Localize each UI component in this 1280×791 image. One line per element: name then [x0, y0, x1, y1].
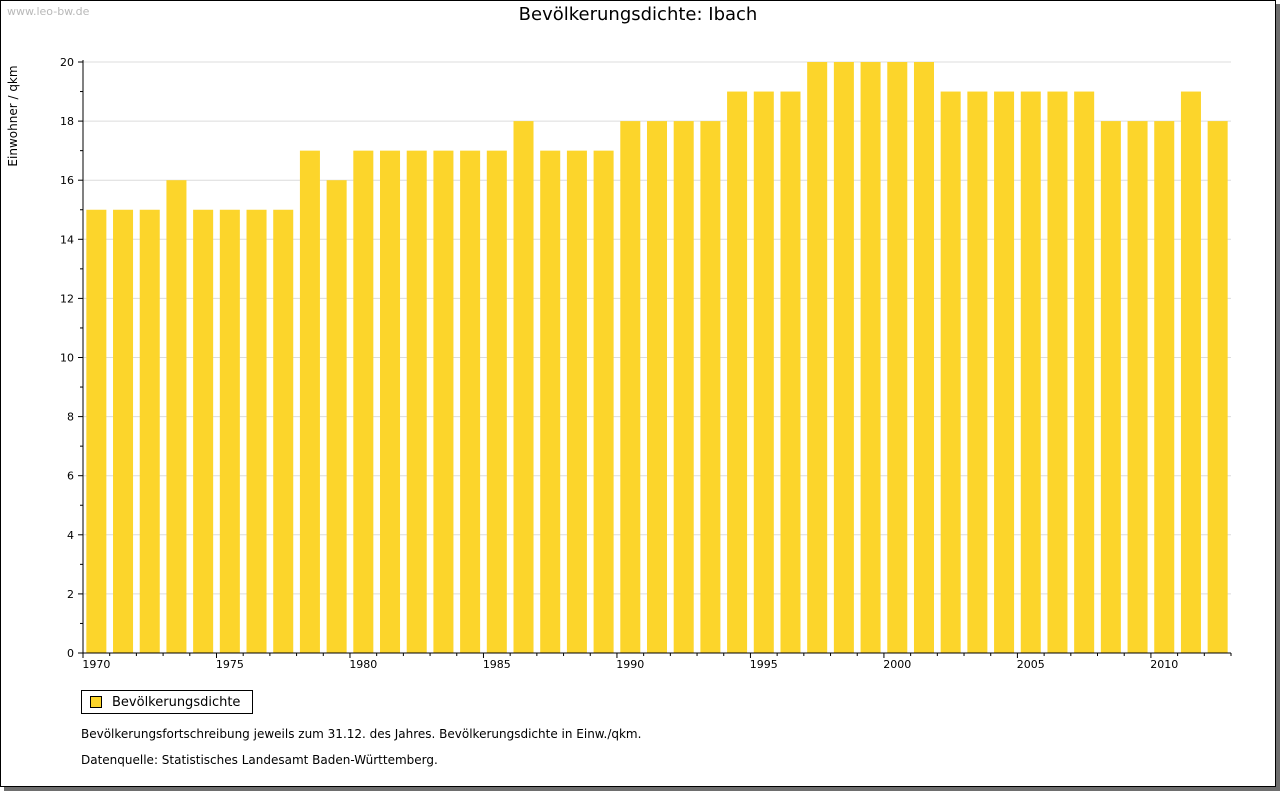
bar-1991 [646, 121, 668, 654]
bar-1986 [513, 121, 534, 654]
y-tick-label: 8 [67, 411, 74, 424]
x-tick-label: 1990 [616, 658, 644, 671]
bar-2008 [1100, 121, 1121, 654]
watermark: www.leo-bw.de [7, 5, 90, 18]
x-tick-label: 1970 [82, 658, 110, 671]
bar-1972 [139, 209, 160, 653]
y-tick-label: 18 [60, 115, 74, 128]
bar-1987 [540, 150, 561, 653]
bar-1999 [860, 62, 881, 653]
bar-1975 [219, 209, 240, 653]
bar-2003 [967, 91, 988, 654]
bar-1970 [86, 209, 107, 653]
bar-1984 [460, 150, 481, 653]
bar-1989 [593, 150, 614, 653]
bar-1973 [166, 180, 187, 653]
x-tick-label: 1975 [216, 658, 244, 671]
bar-1993 [700, 121, 721, 654]
y-tick-label: 4 [67, 529, 74, 542]
bar-1990 [620, 121, 641, 654]
bar-1979 [326, 180, 347, 653]
y-tick-label: 0 [67, 647, 74, 660]
y-tick-label: 20 [60, 56, 74, 69]
bar-2004 [994, 91, 1015, 654]
x-tick-label: 1995 [750, 658, 778, 671]
bar-2009 [1127, 121, 1148, 654]
x-tick-label: 1980 [349, 658, 377, 671]
bar-1997 [807, 62, 828, 653]
bar-2012 [1207, 121, 1228, 654]
y-tick-label: 12 [60, 292, 74, 305]
bar-1971 [113, 209, 134, 653]
bar-1978 [299, 150, 320, 653]
bar-2005 [1020, 91, 1041, 654]
bar-2007 [1074, 91, 1095, 654]
axes [78, 60, 1232, 658]
x-tick-label: 2005 [1017, 658, 1045, 671]
legend-label: Bevölkerungsdichte [112, 694, 241, 710]
footnote-method: Bevölkerungsfortschreibung jeweils zum 3… [81, 727, 642, 741]
bar-2001 [913, 62, 934, 653]
bar-1985 [486, 150, 507, 653]
bar-1988 [566, 150, 587, 653]
footnote-source: Datenquelle: Statistisches Landesamt Bad… [81, 753, 438, 767]
y-tick-label: 6 [67, 470, 74, 483]
chart-title: Bevölkerungsdichte: Ibach [518, 4, 758, 25]
y-tick-label: 14 [60, 233, 74, 246]
bar-1998 [833, 62, 854, 653]
x-tick-labels: 1970 1975 1980 1985 1990 1995 2000 2005 2010 [82, 658, 1178, 671]
x-tick-label: 2010 [1150, 658, 1178, 671]
bar-2000 [887, 62, 908, 653]
bar-2011 [1180, 91, 1201, 654]
y-tick-label: 2 [67, 588, 74, 601]
bar-1983 [433, 150, 454, 653]
bar-1974 [193, 209, 214, 653]
legend: Bevölkerungsdichte [81, 690, 254, 714]
bar-1981 [380, 150, 401, 653]
y-tick-label: 10 [60, 352, 74, 365]
x-tick-label: 2000 [883, 658, 911, 671]
bar-1992 [673, 121, 694, 654]
bar-1995 [753, 91, 774, 654]
bar-1980 [353, 150, 374, 653]
y-tick-label: 16 [60, 174, 74, 187]
bar-1994 [727, 91, 748, 654]
bar-1977 [273, 209, 294, 653]
bars [86, 62, 1228, 654]
bar-2006 [1047, 91, 1068, 654]
bar-2002 [940, 91, 961, 654]
y-tick-labels: 0 2 4 6 8 10 12 14 16 18 20 [60, 56, 74, 660]
bar-1982 [406, 150, 427, 653]
y-axis-label: Einwohner / qkm [6, 65, 20, 166]
x-tick-label: 1985 [483, 658, 511, 671]
bar-1976 [246, 209, 267, 653]
legend-swatch [90, 696, 102, 708]
bar-1996 [780, 91, 801, 654]
bar-2010 [1154, 121, 1175, 654]
